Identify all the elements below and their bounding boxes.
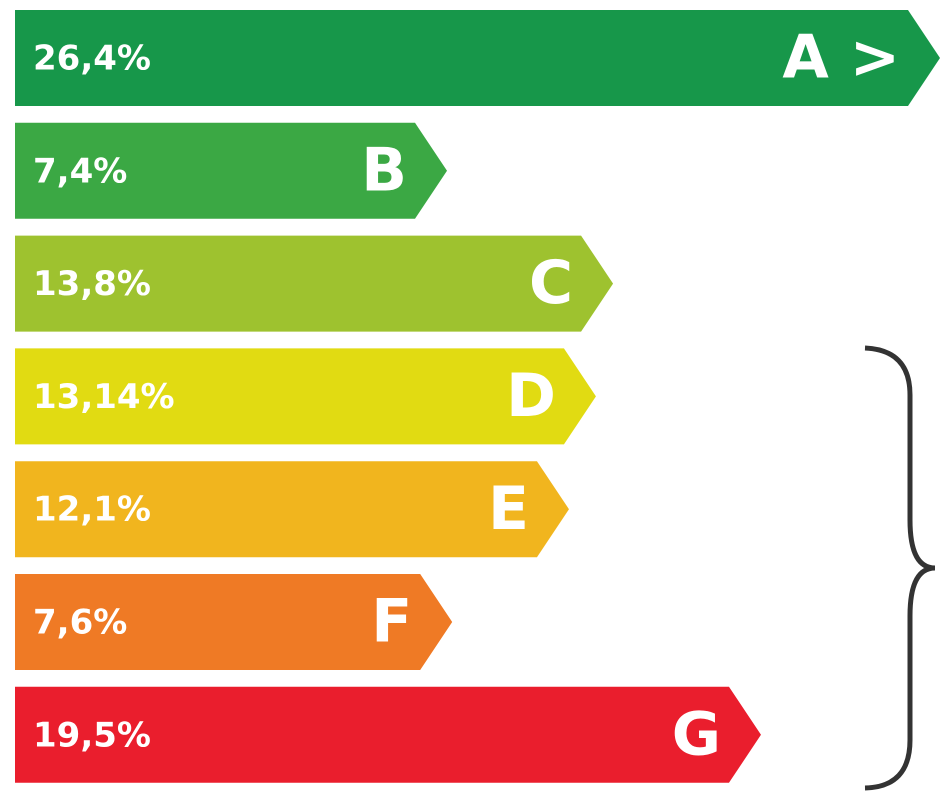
bracket [864, 345, 936, 791]
value-label: 19,5% [33, 715, 151, 755]
value-label: 7,6% [33, 603, 127, 643]
bar [15, 122, 448, 219]
value-label: 12,1% [33, 490, 151, 530]
value-label: 26,4% [33, 39, 151, 79]
bar [15, 686, 761, 783]
value-label: 13,14% [33, 377, 175, 417]
bar [15, 348, 596, 445]
bar [15, 235, 614, 332]
bar [15, 10, 940, 106]
category-label: C [529, 248, 573, 318]
category-label: B [361, 135, 407, 205]
category-label: E [488, 474, 529, 544]
category-label: A > [782, 23, 900, 93]
category-label: D [506, 361, 556, 431]
bar [15, 461, 569, 558]
bar [15, 574, 453, 670]
value-label: 7,4% [33, 151, 127, 191]
category-label: F [371, 587, 412, 657]
category-label: G [672, 699, 721, 769]
value-label: 13,8% [33, 264, 151, 304]
